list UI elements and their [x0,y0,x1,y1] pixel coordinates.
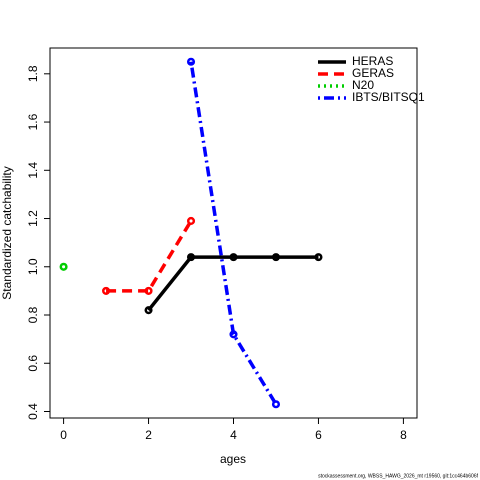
x-tick-label: 0 [60,428,67,442]
x-tick-label: 4 [230,428,237,442]
series-point [59,262,68,271]
series-point [271,253,281,262]
series-point [102,286,111,295]
y-axis-label: Standardized catchability [0,166,14,299]
legend-label: HERAS [352,54,393,68]
y-tick-label: 1.0 [26,258,40,275]
y-tick-label: 0.8 [26,306,40,323]
series-point [186,57,196,66]
y-tick-label: 1.8 [26,65,40,82]
series-line [147,255,319,312]
x-tick-label: 6 [315,428,322,442]
y-tick-label: 0.4 [26,403,40,420]
y-tick-label: 1.6 [26,113,40,130]
series-point [186,216,196,225]
footnote: stockassessment.org, WBSS_HAWG_2026_mt r… [318,473,479,479]
y-tick-label: 0.6 [26,355,40,372]
y-tick-label: 1.4 [26,162,40,179]
series-point [229,253,238,262]
series-point [144,286,153,295]
legend-label: N20 [352,78,374,92]
x-tick-label: 2 [145,428,152,442]
x-axis-label: ages [220,452,246,466]
series-point [144,306,153,315]
legend-label: IBTS/BITSQ1 [352,90,425,104]
series-line [189,61,278,406]
series-line [106,220,193,293]
series-point [271,400,281,409]
x-tick-label: 8 [400,428,407,442]
series-point [229,330,238,339]
series-point [186,253,196,262]
legend-label: GERAS [352,66,394,80]
series-point [314,253,323,262]
y-tick-label: 1.2 [26,210,40,227]
